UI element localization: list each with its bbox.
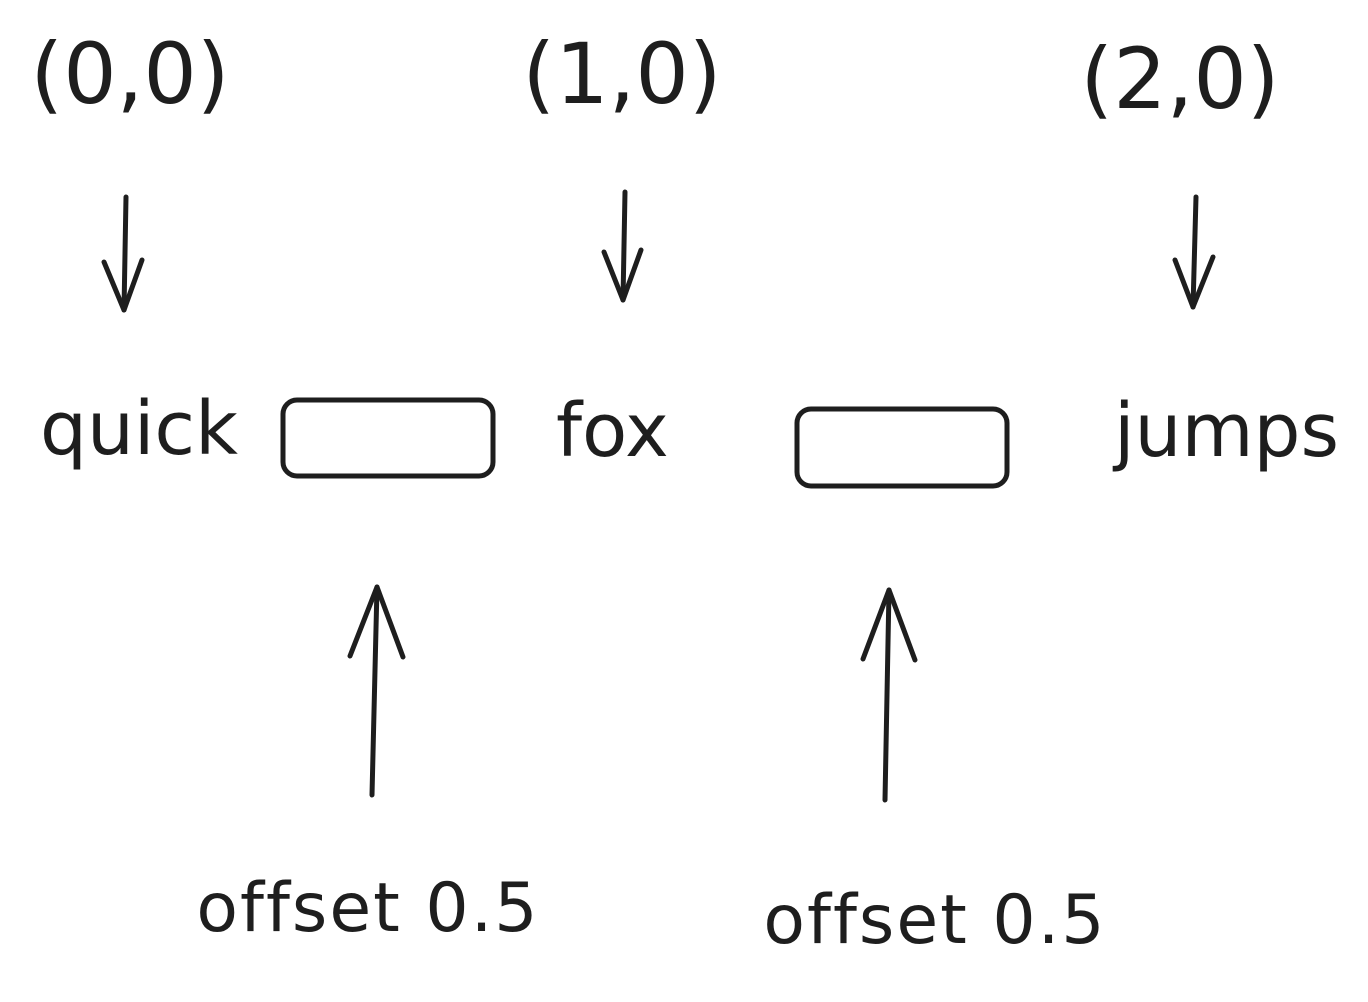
down-arrow-2 xyxy=(1172,194,1216,310)
up-arrow-1 xyxy=(860,587,918,803)
word-label-2: jumps xyxy=(1112,388,1339,474)
word-label-1: fox xyxy=(556,388,669,474)
down-arrow-1 xyxy=(601,189,644,303)
coordinate-label-0: (0,0) xyxy=(30,25,229,123)
up-arrow-0 xyxy=(347,584,406,798)
coordinate-label-1: (1,0) xyxy=(522,25,721,123)
down-arrow-0 xyxy=(101,194,145,313)
offset-slot-box-1 xyxy=(794,406,1010,489)
offset-label-1: offset 0.5 xyxy=(763,881,1106,960)
coordinate-label-2: (2,0) xyxy=(1080,30,1279,128)
word-label-0: quick xyxy=(40,386,238,472)
offset-label-0: offset 0.5 xyxy=(196,869,539,948)
offset-slot-box-0 xyxy=(280,397,496,479)
